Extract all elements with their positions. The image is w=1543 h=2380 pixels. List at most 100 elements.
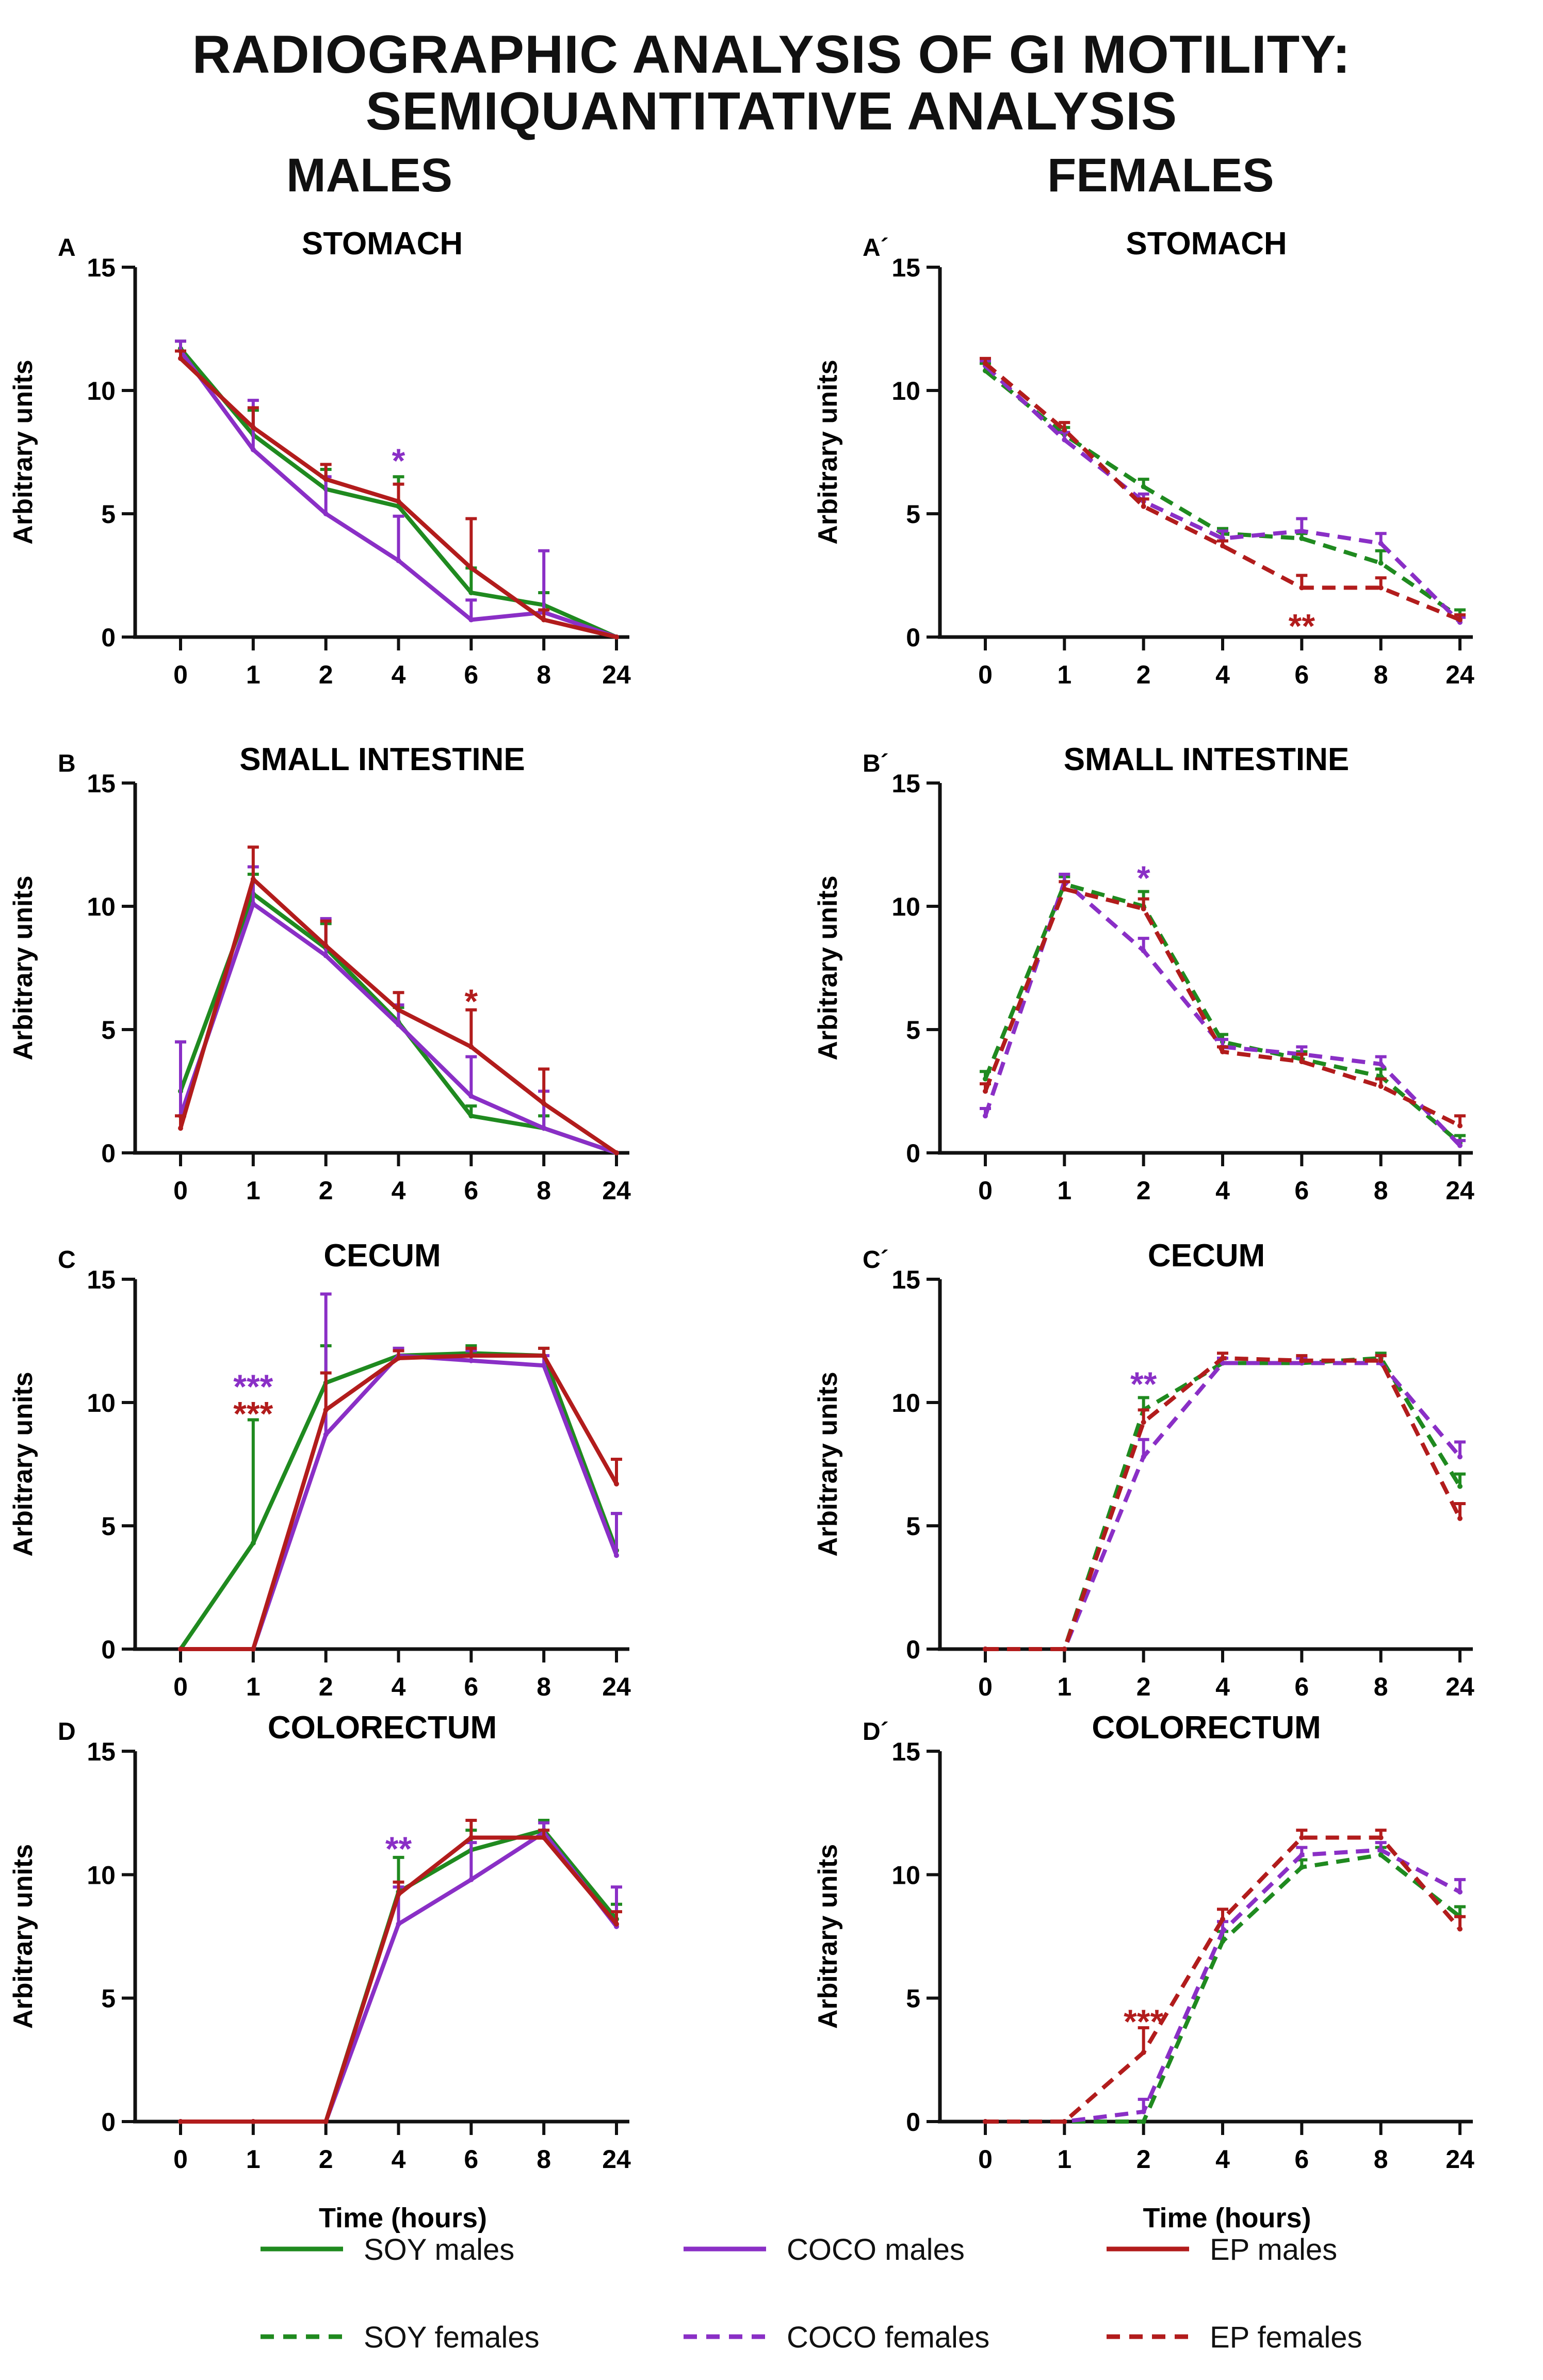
series-coco-females <box>983 1841 1466 2124</box>
x-tick-label: 4 <box>1215 1672 1230 1701</box>
legend-label: SOY males <box>364 2233 515 2267</box>
legend-label: COCO females <box>787 2321 990 2354</box>
x-tick-label: 4 <box>392 660 406 689</box>
data-point <box>983 1088 988 1094</box>
x-tick-label: 2 <box>319 660 333 689</box>
data-point <box>1062 427 1067 433</box>
x-tick-label: 6 <box>1294 1672 1309 1701</box>
x-tick-label: 2 <box>319 1672 333 1701</box>
significance-marker: ** <box>1130 1365 1157 1403</box>
y-tick-label: 5 <box>906 500 920 529</box>
data-point <box>1457 1889 1463 1895</box>
data-point <box>1378 541 1384 546</box>
panel-label: B´ <box>863 750 889 777</box>
y-tick-label: 5 <box>101 500 116 529</box>
data-point <box>468 1835 474 1840</box>
data-point <box>1141 1454 1146 1460</box>
legend-entry-coco-females: COCO females <box>676 2319 996 2355</box>
x-tick-label: 24 <box>1445 2145 1474 2174</box>
chart-panel-B: B SMALL INTESTINE Arbitrary units 0 5 10 15 0 1 2… <box>8 742 631 1205</box>
figure-title-line1: RADIOGRAPHIC ANALYSIS OF GI MOTILITY: <box>192 25 1351 85</box>
x-tick-label: 6 <box>1294 1176 1309 1205</box>
data-point <box>1457 1926 1463 1932</box>
panel-label: C´ <box>863 1246 889 1274</box>
panel-label: A´ <box>863 234 889 262</box>
legend-label: COCO males <box>787 2233 965 2267</box>
x-tick-label: 8 <box>537 1176 551 1205</box>
data-point <box>323 511 329 516</box>
y-axis-label: Arbitrary units <box>813 1372 843 1556</box>
y-tick-label: 0 <box>906 2108 920 2137</box>
data-point <box>1378 1061 1384 1067</box>
y-axis-label: Arbitrary units <box>813 360 843 544</box>
legend-entry-ep-males: EP males <box>1099 2231 1419 2267</box>
data-point <box>614 1481 619 1487</box>
data-point <box>1141 2109 1146 2114</box>
data-point <box>1457 617 1463 623</box>
data-point <box>396 1892 401 1897</box>
data-point <box>1378 1083 1384 1089</box>
data-point <box>1378 560 1384 566</box>
y-tick-label: 0 <box>906 1139 920 1168</box>
x-tick-label: 0 <box>173 2145 188 2174</box>
series-line <box>985 1356 1462 1651</box>
x-tick-label: 8 <box>1374 1176 1388 1205</box>
data-point <box>468 590 474 595</box>
data-point <box>396 558 401 563</box>
x-tick-label: 2 <box>319 2145 333 2174</box>
x-tick-label: 24 <box>602 1176 631 1205</box>
data-point <box>1378 1847 1384 1853</box>
significance-marker: * <box>464 982 478 1020</box>
y-tick-label: 0 <box>101 1635 116 1664</box>
x-tick-label: 1 <box>246 660 261 689</box>
x-tick-label: 2 <box>1136 1672 1151 1701</box>
panel-title: CECUM <box>323 1238 441 1274</box>
panel-label: A <box>58 234 76 262</box>
series-line <box>985 1835 1462 2124</box>
y-tick-label: 15 <box>891 1265 920 1294</box>
legend-swatch <box>261 2334 343 2339</box>
data-point <box>1141 484 1146 490</box>
x-tick-label: 4 <box>392 1176 406 1205</box>
x-tick-label: 24 <box>1445 1672 1474 1701</box>
x-tick-label: 24 <box>1445 1176 1474 1205</box>
x-tick-label: 24 <box>602 660 631 689</box>
x-tick-label: 2 <box>1136 2145 1151 2174</box>
significance-marker: * <box>1137 859 1150 897</box>
data-point <box>468 565 474 571</box>
y-tick-label: 10 <box>891 1861 920 1889</box>
y-tick-label: 10 <box>87 892 116 921</box>
y-tick-label: 10 <box>891 1389 920 1417</box>
series-line <box>984 369 1461 620</box>
data-point <box>468 1044 474 1050</box>
x-tick-label: 1 <box>1057 660 1071 689</box>
data-point <box>1299 1864 1305 1870</box>
data-point <box>541 1353 547 1359</box>
y-axis-label: Arbitrary units <box>8 1844 38 2029</box>
data-point <box>468 1353 474 1359</box>
x-tick-label: 4 <box>1215 660 1230 689</box>
legend-entry-ep-females: EP females <box>1099 2319 1419 2355</box>
series-line <box>983 879 1461 1147</box>
data-point <box>468 617 474 623</box>
x-tick-label: 0 <box>978 660 993 689</box>
series-line <box>984 362 1461 622</box>
significance-marker: *** <box>1124 2002 1163 2041</box>
y-tick-label: 10 <box>891 892 920 921</box>
series-line <box>984 364 1461 624</box>
data-point <box>1299 1852 1305 1858</box>
x-tick-label: 8 <box>537 660 551 689</box>
data-point <box>1220 543 1225 549</box>
x-tick-label: 8 <box>1374 2145 1388 2174</box>
y-tick-label: 10 <box>87 1861 116 1889</box>
x-tick-label: 2 <box>1136 660 1151 689</box>
x-axis-label: Time (hours) <box>1143 2203 1311 2234</box>
series-coco-females <box>980 359 1466 625</box>
data-point <box>1141 2119 1146 2124</box>
x-tick-label: 6 <box>464 1176 478 1205</box>
x-tick-label: 6 <box>464 660 478 689</box>
x-tick-label: 4 <box>1215 2145 1230 2174</box>
series-ep-males <box>175 349 619 640</box>
